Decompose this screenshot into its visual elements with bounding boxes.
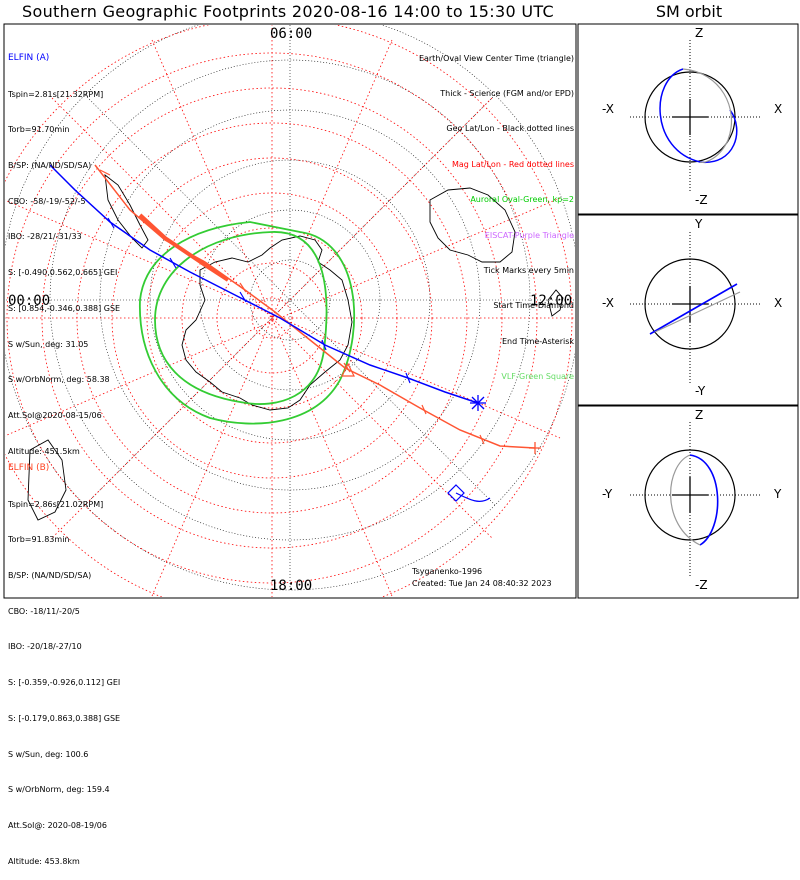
map-legend: Earth/Oval View Center Time (triangle) T… xyxy=(419,29,574,395)
elfin-a-line: S w/OrbNorm, deg: 58.38 xyxy=(8,375,110,385)
legend-item: VLF-Green Square xyxy=(501,372,574,382)
track-elfin-b-science xyxy=(138,213,230,282)
orbit-frame-xz xyxy=(577,23,799,215)
start-diamond xyxy=(447,484,491,502)
orbit-axis-label: -Y xyxy=(602,487,613,501)
elfin-a-line: CBO: -58/-19/-52/-5 xyxy=(8,196,86,206)
elfin-a-line: S: [-0.490,0.562,0.665] GEI xyxy=(8,268,118,278)
elfin-a-line: S w/Sun, deg: 31.05 xyxy=(8,339,89,349)
southern-footprint-map xyxy=(3,23,799,599)
elfin-a-line: IBO: -28/21/-31/33 xyxy=(8,232,82,242)
legend-item: EISCAT-Purple Triangle xyxy=(484,230,574,240)
orbit-axis-label: -Z xyxy=(695,578,708,592)
elfin-b-name: ELFIN (B) xyxy=(8,462,50,473)
orbit-xz xyxy=(630,40,760,192)
track-elfin-a xyxy=(49,164,479,404)
elfin-b-line: Tspin=2.86s[21.02RPM] xyxy=(8,499,104,509)
elfin-a-name: ELFIN (A) xyxy=(8,52,50,63)
model-label: Tsyganenko-1996 xyxy=(412,567,483,576)
orbit-axis-label: X xyxy=(774,102,783,116)
clock-label-top: 06:00 xyxy=(270,26,313,42)
legend-item: Start Time-Diamond xyxy=(493,301,574,311)
clock-label-left: 00:00 xyxy=(8,293,51,309)
elfin-a-line: Altitude: 451.5km xyxy=(8,446,80,456)
elfin-a-line: Torb=91.70min xyxy=(8,125,70,135)
legend-item: Earth/Oval View Center Time (triangle) xyxy=(418,53,574,63)
elfin-b-line: IBO: -20/18/-27/10 xyxy=(8,642,82,652)
elfin-b-line: Torb=91.83min xyxy=(8,535,70,545)
elfin-b-line: Att.Sol@: 2020-08-19/06 xyxy=(8,821,107,830)
orbit-frame-yz xyxy=(577,405,799,599)
legend-item: Geo Lat/Lon - Black dotted lines xyxy=(446,124,574,134)
elfin-a-line: B/SP: (NA/ND/SD/SA) xyxy=(8,160,92,170)
legend-item: Tick Marks every 5min xyxy=(483,265,574,275)
elfin-a-info: ELFIN (A) Tspin=2.81s[21.32RPM] Torb=91.… xyxy=(8,29,120,470)
elfin-b-line: CBO: -18/11/-20/5 xyxy=(8,606,80,616)
orbit-axis-label: Z xyxy=(695,26,704,40)
clock-label-bottom: 18:00 xyxy=(270,578,313,594)
australia-coastline xyxy=(429,187,516,263)
auroral-oval xyxy=(139,221,355,425)
orbit-axis-label: -Y xyxy=(695,384,706,398)
orbit-axis-label: -X xyxy=(602,296,614,310)
new-zealand-coastline xyxy=(547,289,564,317)
south-america-coastline xyxy=(104,173,149,249)
antarctica-coastline xyxy=(181,235,353,411)
legend-item: Mag Lat/Lon - Red dotted lines xyxy=(451,159,574,169)
elfin-a-line: Att.Sol@2020-08-15/06 xyxy=(8,411,102,420)
elfin-b-line: B/SP: (NA/ND/SD/SA) xyxy=(8,570,92,580)
track-b-end-asterisk xyxy=(529,442,541,454)
clock-label-right: 12:00 xyxy=(530,293,573,309)
orbit-axis-label: Y xyxy=(695,217,703,231)
elfin-a-line: Tspin=2.81s[21.32RPM] xyxy=(8,89,104,99)
track-a-ticks xyxy=(69,184,411,384)
orbit-frame-xy xyxy=(577,214,799,406)
orbit-title: SM orbit xyxy=(655,2,723,21)
orbit-axis-label: X xyxy=(774,296,783,310)
map-title: Southern Geographic Footprints 2020-08-1… xyxy=(22,2,554,21)
legend-item: Thick - Science (FGM and/or EPD) xyxy=(440,88,574,98)
orbit-axis-label: -X xyxy=(602,102,614,116)
track-b-ticks xyxy=(99,169,485,445)
elfin-a-line: S: [0.854,-0.346,0.388] GSE xyxy=(8,303,121,313)
orbit-axis-label: Z xyxy=(695,408,704,422)
track-a-end-asterisk xyxy=(470,395,486,411)
orbit-axis-label: Y xyxy=(774,487,782,501)
orbit-xy xyxy=(630,232,760,385)
legend-item: End Time-Asterisk xyxy=(501,336,574,346)
created-label: Created: Tue Jan 24 08:40:32 2023 xyxy=(412,579,552,588)
elfin-b-info: ELFIN (B) Tspin=2.86s[21.02RPM] Torb=91.… xyxy=(8,439,120,880)
map-frame xyxy=(3,23,577,599)
orbit-axis-label: -Z xyxy=(695,193,708,207)
elfin-b-line: S: [-0.179,0.863,0.388] GSE xyxy=(8,713,121,723)
legend-item: Auroral Oval-Green, kp=2 xyxy=(470,195,574,205)
elfin-b-line: S: [-0.359,-0.926,0.112] GEI xyxy=(8,678,121,688)
africa-coastline xyxy=(27,439,67,521)
elfin-b-line: Altitude: 453.8km xyxy=(8,856,80,866)
elfin-b-line: S w/Sun, deg: 100.6 xyxy=(8,749,89,759)
view-center-triangle xyxy=(341,362,355,377)
elfin-b-line: S w/OrbNorm, deg: 159.4 xyxy=(8,785,110,795)
orbit-yz xyxy=(630,422,760,578)
